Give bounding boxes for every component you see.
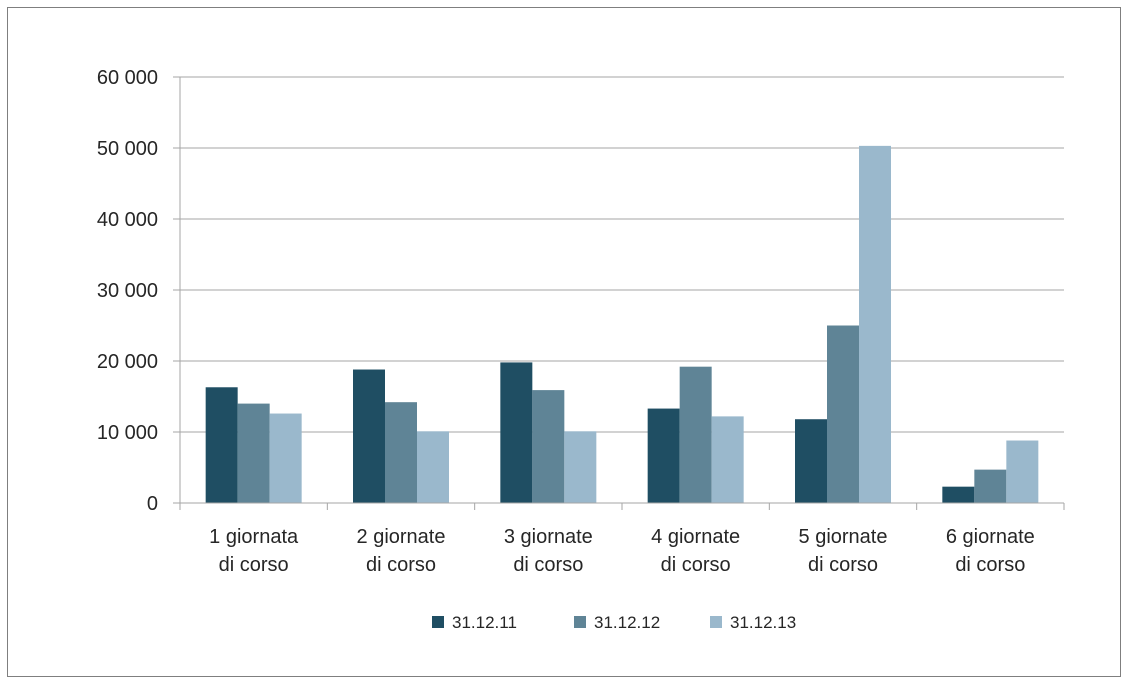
x-tick-label: di corso xyxy=(661,554,731,576)
y-tick-label: 50 000 xyxy=(97,138,158,160)
bar xyxy=(500,362,533,503)
y-tick-label: 30 000 xyxy=(97,280,158,302)
x-tick-label: di corso xyxy=(955,554,1025,576)
bar xyxy=(385,402,417,503)
bar xyxy=(353,369,385,503)
x-tick-label: 6 giornate xyxy=(946,526,1035,548)
legend-label: 31.12.13 xyxy=(730,613,796,632)
legend: 31.12.11 31.12.12 31.12.13 xyxy=(432,613,796,632)
bar xyxy=(827,325,859,503)
bar xyxy=(974,469,1007,503)
y-tick-label: 40 000 xyxy=(97,209,158,231)
axes xyxy=(173,76,1065,510)
y-tick-labels: 0 10 000 20 000 30 000 40 000 50 000 60 000 xyxy=(97,67,158,515)
bar xyxy=(711,416,744,503)
bar xyxy=(237,403,270,503)
bar xyxy=(532,390,565,503)
bar xyxy=(795,419,827,503)
bar xyxy=(1006,440,1039,503)
bar xyxy=(269,413,302,503)
x-tick-label: di corso xyxy=(366,554,436,576)
bar xyxy=(647,408,680,503)
legend-label: 31.12.11 xyxy=(452,613,517,632)
legend-label: 31.12.12 xyxy=(594,613,660,632)
x-tick-label: 2 giornate xyxy=(357,526,446,548)
bar xyxy=(679,366,712,503)
x-tick-label: 5 giornate xyxy=(799,526,888,548)
legend-swatch xyxy=(574,616,586,628)
legend-swatch xyxy=(710,616,722,628)
chart-frame xyxy=(7,7,1121,677)
bar xyxy=(942,486,975,503)
x-tick-labels: 1 giornata di corso 2 giornate di corso 3 gi… xyxy=(209,526,1035,576)
bar xyxy=(417,431,449,503)
x-tick-label: 3 giornate xyxy=(504,526,593,548)
y-tick-label: 0 xyxy=(147,493,158,515)
y-tick-label: 10 000 xyxy=(97,422,158,444)
legend-swatch xyxy=(432,616,444,628)
y-tick-label: 60 000 xyxy=(97,67,158,89)
bar xyxy=(564,431,597,503)
x-tick-label: di corso xyxy=(808,554,878,576)
bars xyxy=(205,145,1039,503)
gridlines xyxy=(180,76,1064,433)
x-tick-label: di corso xyxy=(513,554,583,576)
y-tick-label: 20 000 xyxy=(97,351,158,373)
bar xyxy=(859,145,891,503)
x-tick-label: di corso xyxy=(219,554,289,576)
bar xyxy=(205,387,238,503)
x-tick-label: 4 giornate xyxy=(651,526,740,548)
x-tick-label: 1 giornata xyxy=(209,526,299,548)
